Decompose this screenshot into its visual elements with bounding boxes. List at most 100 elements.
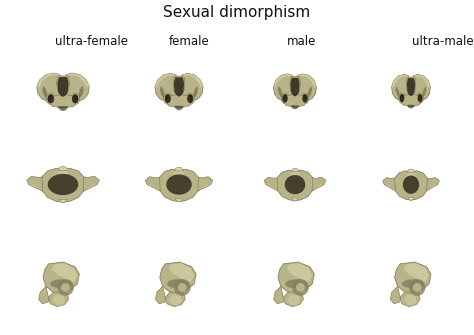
Polygon shape: [48, 292, 68, 307]
Polygon shape: [165, 292, 185, 307]
Polygon shape: [158, 169, 200, 202]
Polygon shape: [85, 184, 96, 189]
Ellipse shape: [46, 93, 55, 105]
Ellipse shape: [160, 87, 164, 97]
Polygon shape: [407, 78, 415, 96]
Polygon shape: [155, 73, 178, 101]
Ellipse shape: [57, 170, 69, 175]
Ellipse shape: [418, 94, 422, 102]
Polygon shape: [37, 73, 62, 101]
Polygon shape: [292, 198, 299, 201]
Polygon shape: [41, 169, 85, 202]
Polygon shape: [155, 73, 176, 88]
Polygon shape: [276, 170, 314, 201]
Ellipse shape: [166, 175, 192, 195]
Polygon shape: [385, 184, 394, 189]
Ellipse shape: [79, 86, 83, 97]
Ellipse shape: [422, 87, 427, 97]
Ellipse shape: [402, 279, 424, 288]
Polygon shape: [66, 73, 89, 87]
Ellipse shape: [174, 279, 190, 295]
Ellipse shape: [407, 172, 415, 177]
Polygon shape: [284, 94, 306, 107]
Polygon shape: [155, 286, 165, 304]
Polygon shape: [160, 262, 196, 293]
Ellipse shape: [193, 87, 198, 97]
Ellipse shape: [281, 93, 289, 104]
Ellipse shape: [187, 94, 193, 103]
Polygon shape: [407, 169, 415, 173]
Polygon shape: [27, 176, 43, 191]
Polygon shape: [404, 263, 429, 282]
Ellipse shape: [165, 94, 171, 103]
Text: ultra-female: ultra-female: [55, 35, 128, 48]
Polygon shape: [30, 184, 41, 189]
Ellipse shape: [403, 176, 419, 194]
Ellipse shape: [400, 94, 404, 102]
Polygon shape: [264, 177, 278, 191]
Polygon shape: [169, 263, 194, 282]
Ellipse shape: [72, 94, 78, 103]
Text: Sexual dimorphism: Sexual dimorphism: [164, 5, 310, 20]
Polygon shape: [52, 263, 77, 282]
Polygon shape: [174, 77, 184, 97]
Ellipse shape: [399, 93, 406, 104]
Polygon shape: [166, 95, 191, 108]
Polygon shape: [312, 177, 326, 191]
Ellipse shape: [396, 87, 400, 97]
Ellipse shape: [186, 93, 194, 104]
Ellipse shape: [417, 93, 423, 104]
Polygon shape: [169, 295, 182, 306]
Ellipse shape: [167, 279, 189, 288]
Polygon shape: [394, 171, 428, 200]
Ellipse shape: [285, 175, 305, 194]
Polygon shape: [273, 74, 294, 101]
Polygon shape: [59, 199, 67, 203]
Polygon shape: [298, 74, 317, 88]
Ellipse shape: [418, 94, 422, 102]
Polygon shape: [287, 295, 300, 306]
Polygon shape: [182, 73, 203, 88]
Wedge shape: [174, 106, 183, 110]
Polygon shape: [43, 262, 79, 293]
Polygon shape: [287, 263, 312, 282]
Wedge shape: [408, 105, 415, 109]
Ellipse shape: [50, 279, 72, 288]
Text: male: male: [287, 35, 316, 48]
Polygon shape: [392, 74, 410, 100]
Polygon shape: [200, 184, 210, 189]
Ellipse shape: [302, 94, 308, 103]
Ellipse shape: [278, 87, 282, 97]
Polygon shape: [49, 95, 77, 108]
Ellipse shape: [292, 279, 309, 295]
Polygon shape: [413, 74, 430, 88]
Polygon shape: [278, 262, 314, 293]
Ellipse shape: [308, 87, 312, 97]
Wedge shape: [291, 105, 299, 109]
Polygon shape: [314, 184, 323, 189]
Text: ultra-male: ultra-male: [412, 35, 474, 48]
Ellipse shape: [165, 94, 171, 103]
Polygon shape: [273, 74, 292, 88]
Ellipse shape: [283, 94, 288, 103]
Polygon shape: [412, 74, 430, 100]
Polygon shape: [57, 77, 69, 97]
Text: female: female: [168, 35, 209, 48]
Polygon shape: [180, 73, 203, 101]
Ellipse shape: [301, 93, 309, 104]
Ellipse shape: [296, 283, 305, 292]
Polygon shape: [408, 198, 414, 200]
Ellipse shape: [174, 170, 184, 176]
Polygon shape: [175, 199, 183, 202]
Ellipse shape: [285, 279, 307, 288]
Polygon shape: [198, 177, 213, 191]
Polygon shape: [174, 167, 183, 171]
Polygon shape: [401, 94, 421, 107]
Polygon shape: [427, 178, 439, 191]
Polygon shape: [392, 74, 409, 88]
Wedge shape: [58, 106, 68, 111]
Ellipse shape: [57, 279, 73, 295]
Ellipse shape: [283, 94, 288, 103]
Ellipse shape: [48, 94, 54, 103]
Ellipse shape: [302, 94, 308, 103]
